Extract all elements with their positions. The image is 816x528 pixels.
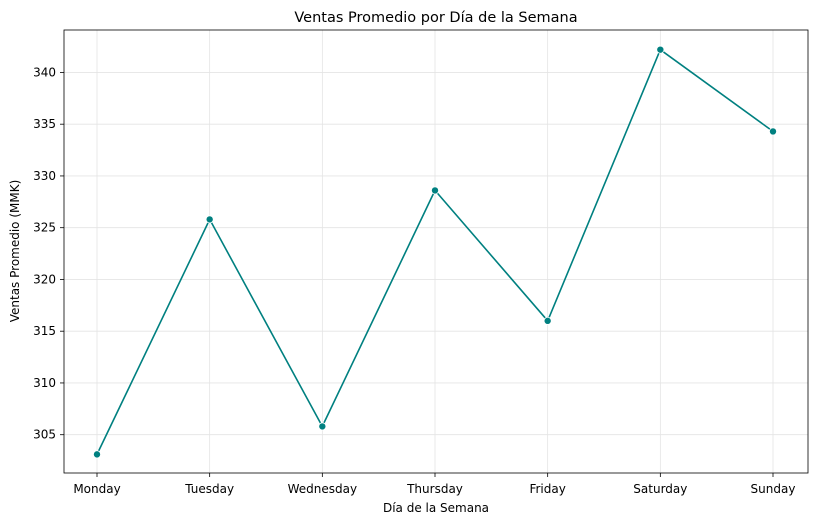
y-tick-label: 330 [33,169,56,183]
plot-frame [63,29,809,474]
data-point [93,450,102,459]
y-axis-title: Ventas Promedio (MMK) [8,180,22,323]
data-point [769,127,778,136]
x-tick-label: Thursday [406,482,463,496]
y-tick-label: 325 [33,221,56,235]
data-point [543,316,552,325]
data-point [430,186,439,195]
y-tick-label: 320 [33,272,56,286]
axis-layer: Monday Tuesday Wednesday Thursday Friday Satu… [33,65,795,496]
y-tick-label: 305 [33,428,56,442]
x-tick-label: Monday [73,482,120,496]
data-point [656,45,665,54]
x-tick-label: Tuesday [184,482,234,496]
x-tick-label: Wednesday [288,482,357,496]
y-tick-label: 315 [33,324,56,338]
chart-title: Ventas Promedio por Día de la Semana [294,10,577,26]
x-tick-label: Sunday [751,482,796,496]
y-tick-label: 310 [33,376,56,390]
series-layer [93,45,778,459]
data-point [318,422,327,431]
grid-layer [64,30,808,473]
x-axis-title: Día de la Semana [383,501,489,515]
y-tick-label: 340 [33,65,56,79]
data-point [205,215,214,224]
y-tick-label: 335 [33,117,56,131]
x-tick-label: Friday [529,482,565,496]
x-tick-label: Saturday [633,482,687,496]
